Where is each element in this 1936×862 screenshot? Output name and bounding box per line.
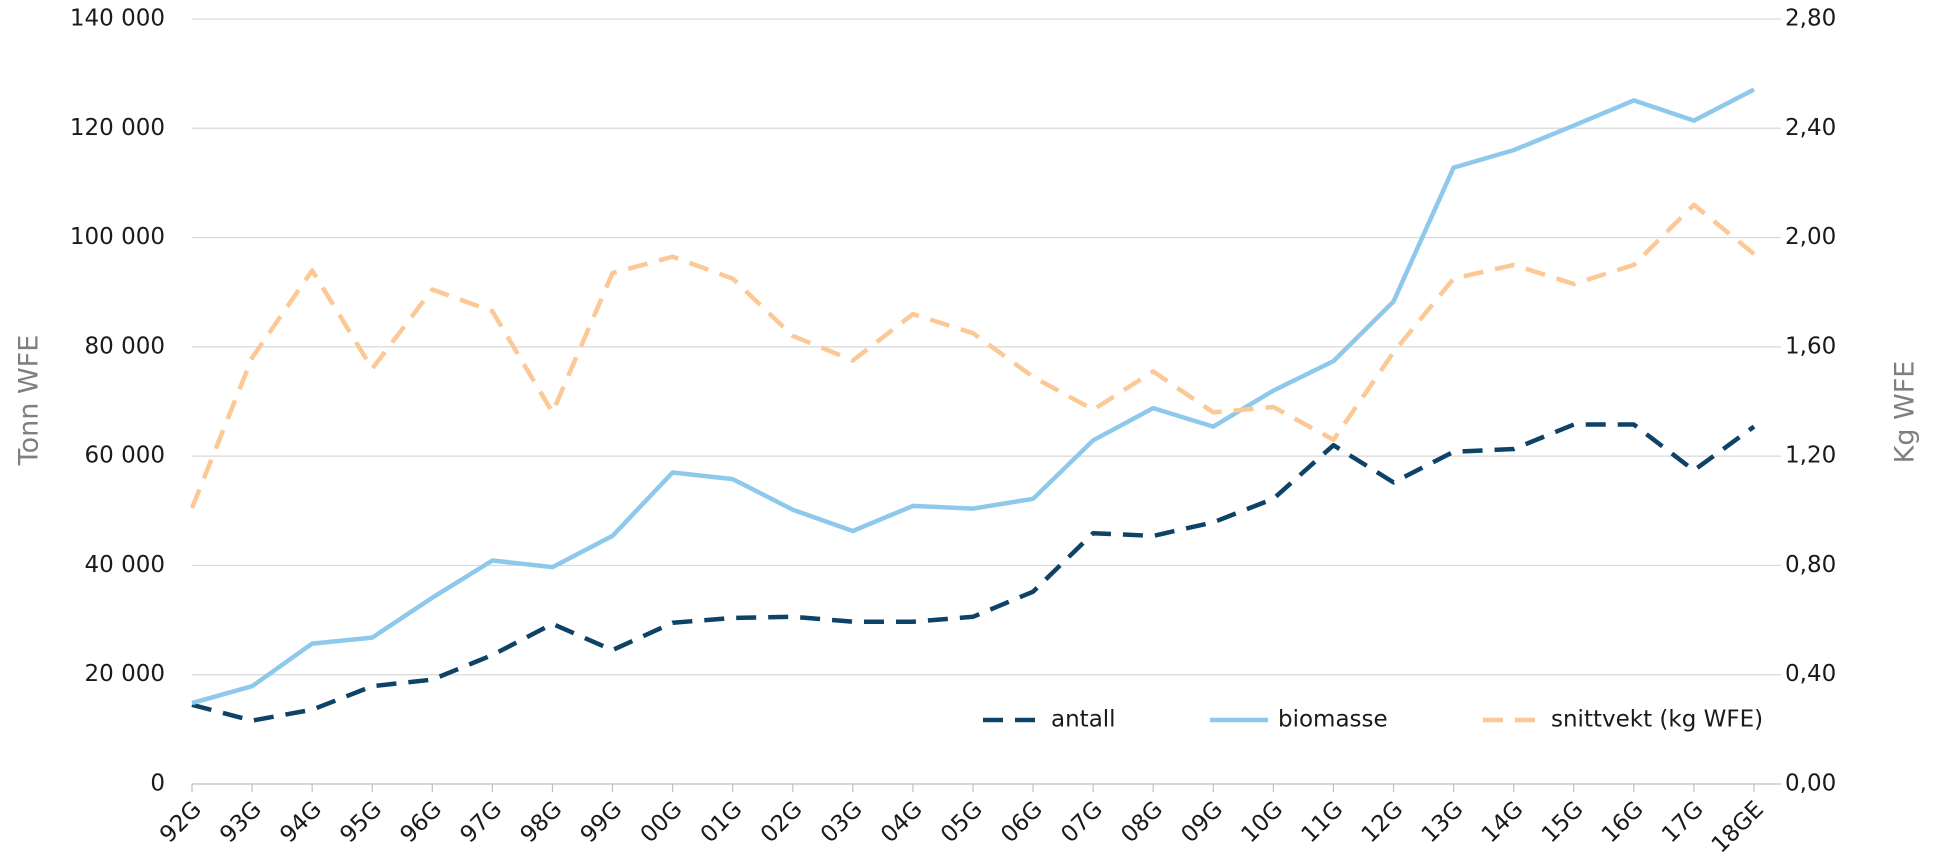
y2-tick-label: 2,40 [1785, 115, 1836, 141]
x-tick-label: 06G [996, 796, 1048, 848]
y2-tick-label: 0,00 [1785, 771, 1836, 797]
series-line [191, 422, 1756, 723]
x-tick-label: 97G [456, 796, 508, 848]
x-tick-label: 11G [1297, 796, 1349, 848]
x-tick-label: 03G [816, 796, 868, 848]
x-tick-label: 10G [1237, 796, 1289, 848]
x-tick-label: 99G [576, 796, 628, 848]
x-tick-label: 92G [155, 796, 207, 848]
y-tick-label: 60 000 [85, 443, 165, 469]
y-axis-title: Tonn WFE [14, 335, 45, 467]
y-tick-label: 120 000 [70, 115, 165, 141]
x-tick-label: 96G [395, 796, 447, 848]
x-tick-label: 15G [1537, 796, 1589, 848]
x-tick-label: 18GE [1707, 796, 1769, 858]
x-tick-label: 16G [1597, 796, 1649, 848]
x-tick-label: 09G [1176, 796, 1228, 848]
y2-axis-title: Kg WFE [1890, 361, 1921, 464]
x-tick-label: 05G [936, 796, 988, 848]
series-line [189, 202, 1756, 509]
y2-tick-label: 0,40 [1785, 661, 1836, 687]
x-tick-label: 07G [1056, 796, 1108, 848]
x-tick-label: 94G [275, 796, 327, 848]
legend-label: snittvekt (kg WFE) [1551, 707, 1763, 733]
y2-tick-label: 0,80 [1785, 552, 1836, 578]
x-tick-label: 14G [1477, 796, 1529, 848]
x-tick-label: 01G [696, 796, 748, 848]
y2-tick-label: 2,80 [1785, 6, 1836, 32]
series-line [191, 87, 1756, 706]
x-tick-label: 08G [1116, 796, 1168, 848]
y-tick-label: 20 000 [85, 661, 165, 687]
x-tick-label: 13G [1417, 796, 1469, 848]
x-tick-label: 12G [1357, 796, 1409, 848]
y2-tick-label: 1,20 [1785, 443, 1836, 469]
x-tick-label: 04G [876, 796, 928, 848]
y-tick-label: 100 000 [70, 224, 165, 250]
y-tick-label: 40 000 [85, 552, 165, 578]
x-tick-label: 00G [636, 796, 688, 848]
y-tick-label: 140 000 [70, 6, 165, 32]
x-tick-label: 95G [335, 796, 387, 848]
x-tick-label: 17G [1657, 796, 1709, 848]
y2-tick-label: 2,00 [1785, 224, 1836, 250]
x-tick-label: 93G [215, 796, 267, 848]
y-tick-label: 80 000 [85, 333, 165, 359]
x-tick-label: 98G [516, 796, 568, 848]
x-tick-label: 02G [756, 796, 808, 848]
y-tick-label: 0 [150, 771, 165, 797]
legend-label: biomasse [1278, 707, 1388, 733]
y2-tick-label: 1,60 [1785, 333, 1836, 359]
legend-label: antall [1051, 707, 1116, 733]
